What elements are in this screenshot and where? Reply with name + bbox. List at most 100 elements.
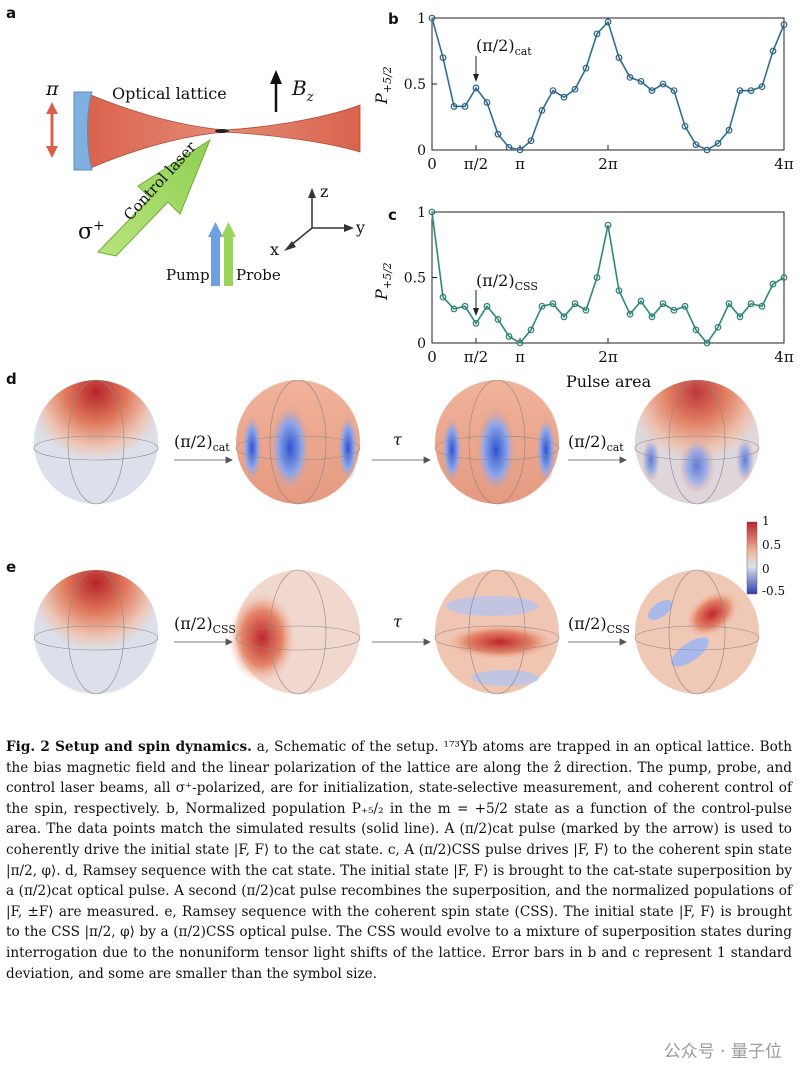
sphere-d2 xyxy=(235,380,361,505)
plot-c-ytick-label: 0 xyxy=(417,336,426,352)
field-label: Bz xyxy=(292,76,314,105)
colorbar-tick-3: 0 xyxy=(762,562,770,576)
seq-d-tau: τ xyxy=(393,430,402,449)
plot-b-xtick-label: π/2 xyxy=(464,155,488,173)
plot-c-data-point xyxy=(758,302,766,310)
plot-b-annotation-arrowhead xyxy=(473,74,479,82)
plot-b-ytick-label: 1 xyxy=(417,11,426,27)
plot-c-data-point xyxy=(769,280,777,288)
colorbar-tick-2: 0.5 xyxy=(762,538,782,552)
plot-c-data-point xyxy=(571,300,579,308)
plot-b-data-point xyxy=(648,87,656,94)
axis-y-label: y xyxy=(356,218,366,237)
plot-b-data-point xyxy=(439,54,447,61)
plot-c-data-point xyxy=(736,313,744,321)
plot-b-data-point xyxy=(714,139,722,147)
plot-b-data-point xyxy=(659,80,667,88)
probe-label: Probe xyxy=(236,266,281,284)
plot-b-data-point xyxy=(527,137,535,145)
plot-c-xtick-label: 0 xyxy=(427,348,437,366)
seq-d-pulse1-sub: cat xyxy=(212,441,230,454)
plot-c-annotation-main: (π/2) xyxy=(476,271,515,290)
plot-b-data-point xyxy=(538,106,546,114)
plot-b-data-point xyxy=(769,47,777,55)
plot-c-data-point xyxy=(626,310,634,318)
plot-b-xtick-label: 4π xyxy=(774,155,794,173)
plot-b-data-point xyxy=(626,73,634,81)
seq-d-pulse2-sub: cat xyxy=(606,441,624,454)
sphere-e1 xyxy=(33,569,159,695)
plot-c-data-point xyxy=(659,300,667,308)
bloch-spheres xyxy=(33,380,760,695)
plot-b-ylabel: P+5/2 xyxy=(372,66,394,104)
seq-e-pulse1: (π/2)CSS xyxy=(174,614,236,636)
plot-c-data-point xyxy=(637,297,645,305)
plot-b-annotation: (π/2)cat xyxy=(476,36,532,58)
plot-b-data-point xyxy=(681,122,689,130)
seq-d-pulse1: (π/2)cat xyxy=(174,432,230,454)
plot-c-data-point xyxy=(582,306,590,314)
plot-b-data-point xyxy=(571,85,579,93)
plot-c-xtick-label: 2π xyxy=(598,348,618,366)
axis-x-label: x xyxy=(270,240,280,259)
plot-c-data-point xyxy=(472,319,480,327)
plot-c-ylabel-main: P xyxy=(372,289,391,300)
plot-c-xtick-label: π/2 xyxy=(464,348,488,366)
seq-e-tau: τ xyxy=(393,612,402,631)
lattice-label: Optical lattice xyxy=(112,84,227,103)
pulse-area-plots: 0 0.5 1 0 π/2 π 2π 4π 0 0.5 1 0 π/2 π 2π 4π xyxy=(404,11,794,366)
plot-c-data-point xyxy=(439,293,447,301)
plot-b-data-point xyxy=(516,146,524,154)
plot-b-data-point xyxy=(692,141,700,149)
plot-c-data-point xyxy=(527,326,535,334)
seq-e-pulse1-sub: CSS xyxy=(212,623,236,636)
seq-e-pulse2-sub: CSS xyxy=(606,623,630,636)
sphere-e2 xyxy=(228,569,361,695)
plot-c-data-point xyxy=(450,305,458,313)
plot-b-data-point xyxy=(428,14,436,22)
setup-schematic xyxy=(46,70,361,286)
seq-d-pulse1-main: (π/2) xyxy=(174,432,213,451)
pi-label: π xyxy=(46,78,59,100)
plot-c-annotation-sub: CSS xyxy=(514,280,538,293)
plot-c-data-point xyxy=(648,313,656,321)
plot-c-ytick-label: 0.5 xyxy=(404,271,426,287)
plot-b-data-point xyxy=(780,21,788,29)
sphere-e4 xyxy=(634,569,760,695)
plot-c-data-point xyxy=(494,316,502,323)
plot-b-data-point xyxy=(560,93,568,101)
caption-title: Fig. 2 Setup and spin dynamics. xyxy=(6,739,252,755)
atom-cloud xyxy=(215,129,229,133)
plot-c-data-point xyxy=(538,302,546,310)
seq-e-pulse1-main: (π/2) xyxy=(174,614,213,633)
plot-b-data-point xyxy=(703,146,711,154)
seq-d-pulse2: (π/2)cat xyxy=(568,432,624,454)
plot-c-ylabel: P+5/2 xyxy=(372,262,394,300)
plot-b-data-point xyxy=(505,143,513,151)
sphere-d1 xyxy=(33,380,159,505)
plot-b-xtick-label: 2π xyxy=(598,155,618,173)
plot-c-data-point xyxy=(560,313,568,321)
plot-c-data-point xyxy=(593,274,601,281)
colorbar-tick-4: -0.5 xyxy=(762,584,786,598)
mirror xyxy=(73,91,93,171)
plot-b-xtick-label: π xyxy=(515,155,525,173)
plot-b-data-point xyxy=(461,103,469,110)
plot-b-annotation-sub: cat xyxy=(514,45,532,58)
seq-e-pulse2-main: (π/2) xyxy=(568,614,607,633)
plot-b-ylabel-sub: +5/2 xyxy=(381,66,394,94)
plot-c-data-point xyxy=(703,339,711,347)
figure-caption: Fig. 2 Setup and spin dynamics. a, Schem… xyxy=(6,737,792,984)
plot-b-data-point xyxy=(472,84,480,92)
colorbar xyxy=(746,521,758,595)
plot-b-ytick-label: 0.5 xyxy=(404,77,426,93)
plot-b-data-point xyxy=(670,87,678,94)
plot-b-ylabel-main: P xyxy=(372,93,391,104)
panel-label-b: b xyxy=(388,10,399,28)
plot-c-data-point xyxy=(615,287,623,295)
field-symbol: B xyxy=(292,76,307,100)
sigma-superscript: + xyxy=(93,218,105,234)
plot-c-data-point xyxy=(604,221,612,229)
plot-b-data-point xyxy=(494,130,502,138)
plot-b-data-point xyxy=(747,87,755,94)
